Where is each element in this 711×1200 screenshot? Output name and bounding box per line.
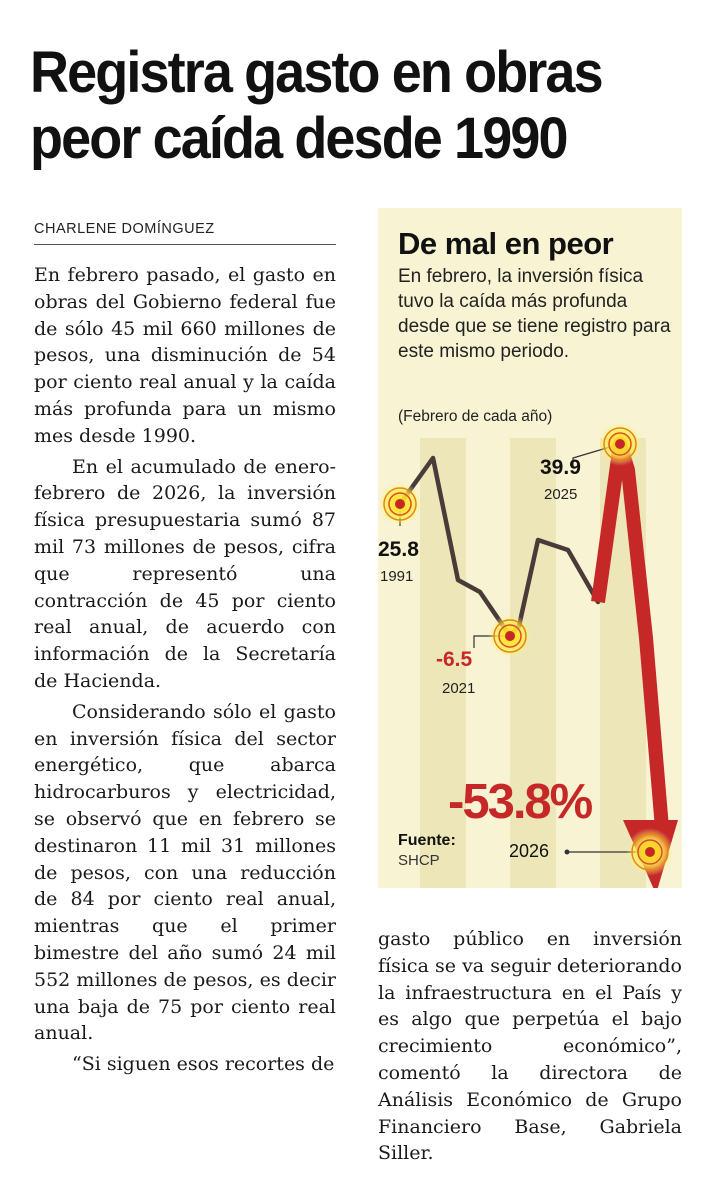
value-label-2021: -6.5 bbox=[436, 648, 473, 671]
year-label-1991: 1991 bbox=[380, 568, 414, 585]
value-label-2025: 39.9 bbox=[540, 456, 581, 479]
point-2026 bbox=[626, 828, 674, 876]
graphic-title: De mal en peor bbox=[398, 226, 614, 261]
article-column-2: gasto público en inversión física se va … bbox=[378, 926, 682, 1167]
point-1991 bbox=[378, 482, 422, 526]
source-value: SHCP bbox=[398, 852, 440, 869]
bg-stripe bbox=[510, 438, 556, 888]
source-label: Fuente: bbox=[398, 832, 456, 849]
decline-line bbox=[591, 437, 669, 829]
paragraph-2: En el acumulado de enero-febrero de 2026… bbox=[34, 455, 336, 692]
headline: Registra gasto en obras peor caída desde… bbox=[30, 40, 604, 171]
article-column-1: En febrero pasado, el gasto en obras del… bbox=[34, 262, 336, 1078]
leader-2026-dot bbox=[564, 849, 570, 855]
point-2021 bbox=[488, 614, 532, 658]
graphic-subtitle: En febrero, la inversión física tuvo la … bbox=[398, 266, 671, 362]
infographic: De mal en peor En febrero, la inversión … bbox=[378, 208, 682, 888]
value-label-1991: 25.8 bbox=[378, 538, 419, 561]
paragraph-3: Considerando sólo el gasto en inversión … bbox=[34, 700, 336, 1045]
byline: CHARLENE DOMÍNGUEZ bbox=[34, 221, 336, 245]
paragraph-5: gasto público en inversión física se va … bbox=[378, 928, 682, 1165]
series-line bbox=[397, 441, 623, 639]
value-label-2026: -53.8% bbox=[448, 775, 593, 829]
graphic-note: (Febrero de cada año) bbox=[398, 408, 553, 425]
paragraph-4: “Si siguen esos recortes de bbox=[72, 1053, 335, 1076]
paragraph-1: En febrero pasado, el gasto en obras del… bbox=[34, 264, 336, 447]
point-2025 bbox=[598, 422, 642, 466]
year-label-2026: 2026 bbox=[509, 841, 550, 861]
year-label-2025: 2025 bbox=[544, 486, 578, 503]
year-label-2021: 2021 bbox=[442, 680, 476, 697]
line-chart bbox=[378, 422, 678, 888]
